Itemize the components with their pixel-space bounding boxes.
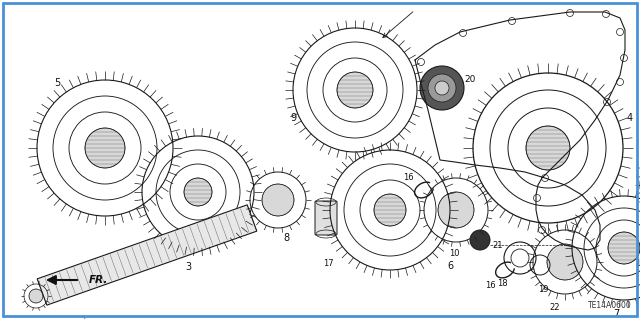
Text: 19: 19 bbox=[538, 285, 548, 293]
Text: 8: 8 bbox=[283, 233, 289, 243]
Text: 17: 17 bbox=[323, 259, 333, 269]
Circle shape bbox=[428, 74, 456, 102]
Circle shape bbox=[470, 230, 490, 250]
Circle shape bbox=[374, 194, 406, 226]
FancyBboxPatch shape bbox=[315, 201, 337, 235]
Text: FR.: FR. bbox=[89, 275, 108, 285]
Text: 16: 16 bbox=[403, 174, 413, 182]
Text: 11: 11 bbox=[635, 259, 640, 269]
Text: 10: 10 bbox=[449, 249, 460, 258]
Circle shape bbox=[184, 178, 212, 206]
Circle shape bbox=[547, 244, 583, 280]
Circle shape bbox=[526, 126, 570, 170]
Text: 16: 16 bbox=[484, 280, 495, 290]
Text: 7: 7 bbox=[613, 309, 619, 319]
Text: 4: 4 bbox=[627, 113, 633, 123]
Circle shape bbox=[85, 128, 125, 168]
Text: TE14A0600: TE14A0600 bbox=[588, 301, 632, 310]
Text: 22: 22 bbox=[550, 303, 560, 313]
Text: 9: 9 bbox=[290, 113, 296, 123]
Text: 18: 18 bbox=[497, 279, 508, 288]
Text: 21: 21 bbox=[493, 241, 503, 249]
Text: 6: 6 bbox=[447, 261, 453, 271]
Text: 20: 20 bbox=[464, 76, 476, 85]
Circle shape bbox=[420, 66, 464, 110]
Circle shape bbox=[337, 72, 373, 108]
Text: 3: 3 bbox=[185, 262, 191, 272]
Circle shape bbox=[438, 192, 474, 228]
Text: 5: 5 bbox=[54, 78, 60, 88]
Polygon shape bbox=[37, 205, 257, 305]
Circle shape bbox=[262, 184, 294, 216]
Circle shape bbox=[29, 289, 43, 303]
Circle shape bbox=[608, 232, 640, 264]
Circle shape bbox=[435, 81, 449, 95]
